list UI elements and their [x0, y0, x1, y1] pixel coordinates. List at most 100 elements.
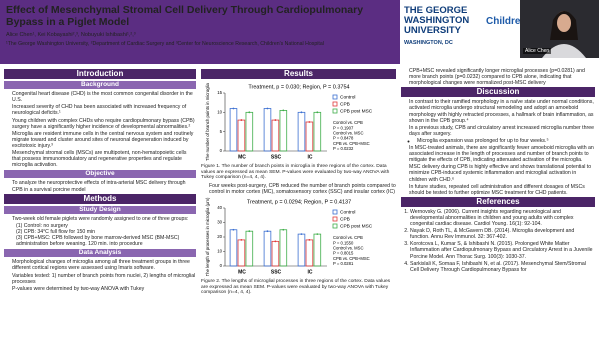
list-item: Korotcova L, Kumar S, & Ishibashi N. (20…: [410, 241, 595, 259]
bullet-list: In contrast to their ramified morphology…: [401, 99, 595, 137]
bar-point: [266, 107, 269, 110]
bar: [263, 230, 272, 267]
right-column: CPB+MSC revealed significantly longer mi…: [401, 68, 595, 337]
presenter-figure: [542, 11, 586, 58]
list-item: Mesenchymal stromal cells (MSCs) are mul…: [12, 150, 196, 168]
y-tick-label: 40: [217, 205, 222, 210]
bullet-list: Congenital heart disease (CHD) is the mo…: [4, 91, 196, 168]
x-tick-label: MC: [238, 269, 246, 275]
legend-label: CPB post MSC: [340, 223, 373, 229]
bar-point: [282, 229, 285, 231]
bar: [271, 241, 280, 267]
list-item: Nayak D, Roth TL, & McGavern DB. (2014).…: [410, 228, 595, 240]
bar: [305, 121, 314, 152]
bar-point: [316, 233, 319, 236]
list-item: Increased severity of CHD has been assoc…: [12, 104, 196, 116]
subsection-heading: Objective: [4, 170, 196, 179]
legend-label: Control: [340, 94, 355, 100]
left-column: Introduction Background Congenital heart…: [4, 68, 196, 337]
list-item: To analyze the neuroprotective effects o…: [12, 180, 196, 192]
stat-label: P = 0.1907: [333, 125, 354, 130]
stat-label: P = 0.8478: [333, 136, 354, 141]
university-logo: THE GEORGE WASHINGTON UNIVERSITY: [404, 5, 470, 36]
subsection-heading: Study Design: [4, 205, 196, 214]
stat-label: CPB vs. CPB+MSC: [333, 141, 370, 146]
list-item: (2) CPB: 34°C full flow for 150 min: [16, 228, 96, 235]
list-item: In a previous study, CPB and circulatory…: [409, 125, 595, 137]
y-tick-label: 20: [217, 234, 222, 239]
bar-chart: Treatment, p = 0.030; Region, P = 0.3754…: [205, 83, 373, 161]
bullet-list: Four weeks post-surgery, CPB reduced the…: [201, 183, 396, 195]
list-item: Microglia are resident immune cells in t…: [12, 131, 196, 149]
bar-point: [300, 233, 303, 236]
list-item: Sarkislali K, Somaa F, Ishibashi N, et a…: [410, 261, 595, 273]
list-item: In MSC-treated animals, there are signif…: [409, 145, 595, 163]
bar-point: [240, 119, 243, 122]
bar: [237, 119, 246, 152]
bullet: Two-week old female piglets were randoml…: [12, 216, 196, 222]
bar-point: [232, 107, 235, 110]
x-tick-label: IC: [308, 269, 313, 275]
bar: [229, 229, 238, 267]
chart-title: Treatment, p = 0.030; Region, P = 0.3754: [248, 85, 349, 91]
bar-point: [316, 111, 319, 114]
list-item: In future studies, repeated cell adminis…: [409, 184, 595, 196]
legend-swatch: [332, 223, 338, 229]
x-tick-label: SSC: [271, 154, 282, 160]
list-item: (3) CPB+MSC: CPB followed by bone marrow…: [16, 235, 180, 248]
y-axis-label: The length of processes in microglia (μm…: [205, 197, 210, 276]
stat-label: Control vs. CPB: [333, 235, 363, 240]
section-heading: Introduction: [4, 69, 196, 80]
bar: [271, 119, 280, 152]
group-list: (1) Control: no surgery (2) CPB: 34°C ful…: [4, 223, 196, 247]
list-item: In contrast to their ramified morphology…: [409, 99, 595, 123]
legend-swatch: [332, 108, 338, 114]
y-tick-label: 15: [217, 90, 222, 95]
stat-label: Control vs. CPB: [333, 120, 363, 125]
stat-label: P = 0.0232: [333, 146, 354, 151]
bar-chart: Treatment, p = 0.0294; Region, P = 0.413…: [205, 197, 373, 276]
y-tick-label: 30: [217, 220, 222, 225]
x-tick-label: SSC: [271, 269, 282, 275]
bar: [279, 229, 288, 267]
stat-label: Control vs. MSC: [333, 131, 363, 136]
bar-point: [248, 230, 251, 233]
affiliations: ¹The George Washington University, ²Depa…: [6, 41, 324, 47]
legend-swatch: [332, 209, 338, 215]
y-axis-label: The number of branch points in microglia: [205, 83, 210, 161]
legend-label: CPB: [340, 216, 350, 222]
list-item: Morphological changes of microglia among…: [12, 259, 196, 271]
bar-point: [274, 119, 277, 122]
bullet: CPB+MSC revealed significantly longer mi…: [409, 68, 595, 86]
stat-label: CPB vs. CPB+MSC: [333, 256, 370, 261]
legend-label: Control: [340, 209, 355, 215]
stat-label: Control vs. MSC: [333, 246, 363, 251]
figure-caption: Figure 2. The lengths of microglial proc…: [201, 279, 391, 296]
subsection-heading: Background: [4, 81, 196, 90]
sub-bullet-list: Microglia expansion was prolonged for up…: [401, 138, 595, 144]
reference-list: Wernovsky G. (2006). Current insights re…: [401, 209, 595, 273]
subsection-heading: Data Analysis: [4, 249, 196, 258]
middle-column: Results Treatment, p = 0.030; Region, P …: [201, 68, 396, 337]
y-tick-label: 5: [220, 129, 223, 134]
bar: [297, 233, 306, 267]
legend-swatch: [332, 216, 338, 222]
bullet: Four weeks post-surgery, CPB reduced the…: [209, 183, 396, 195]
y-tick-label: 10: [217, 110, 222, 115]
section-heading: Results: [201, 69, 396, 80]
list-item: Wernovsky G. (2006). Current insights re…: [410, 209, 595, 227]
legend-label: CPB: [340, 101, 350, 107]
bar-point: [300, 111, 303, 114]
list-item: Microglia expansion was prolonged for up…: [417, 138, 595, 144]
bar: [245, 112, 254, 152]
bar: [279, 110, 288, 152]
bar-point: [274, 240, 277, 243]
bar: [245, 230, 254, 267]
x-tick-label: IC: [308, 154, 313, 160]
bar: [305, 239, 314, 267]
bar: [237, 239, 246, 267]
section-heading: Methods: [4, 193, 196, 204]
bar-point: [266, 230, 269, 233]
bullet-list: In MSC-treated animals, there are signif…: [401, 145, 595, 196]
